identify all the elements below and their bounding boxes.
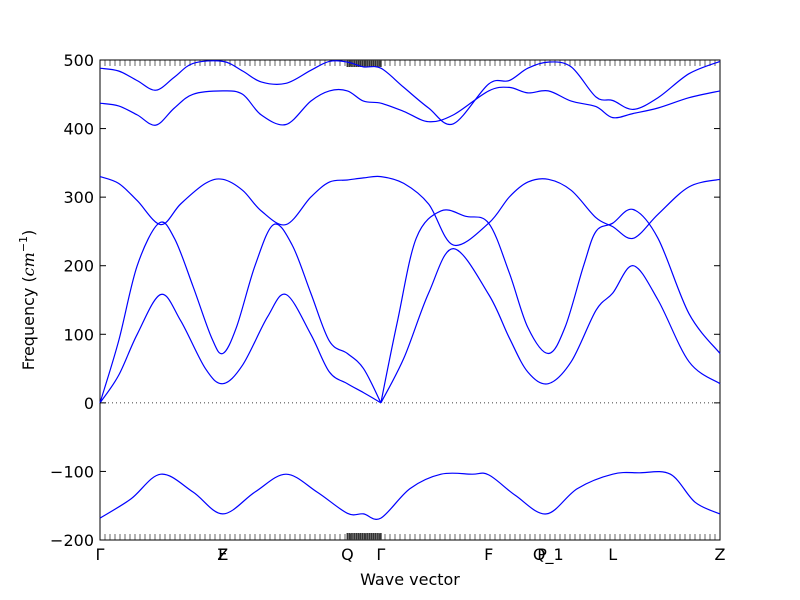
x-tick-label: P [537, 545, 547, 564]
y-tick-label: 400 [63, 120, 94, 139]
x-tick-label: Γ [96, 545, 105, 564]
x-tick-label: Z [715, 545, 726, 564]
y-tick-label: −100 [50, 462, 94, 481]
y-ticks: −200 −100 0 100 200 300 400 500 [50, 51, 720, 550]
y-axis-title-exponent: −1 [17, 236, 30, 252]
y-tick-label: 500 [63, 51, 94, 70]
y-axis-title-close: ) [19, 230, 38, 236]
y-axis-title: Frequency (cm−1) [17, 230, 38, 371]
plot-frame [99, 59, 721, 541]
y-tick-label: 300 [63, 188, 94, 207]
dispersion-bands [99, 60, 721, 520]
x-tick-label: F [218, 545, 227, 564]
y-tick-label: 100 [63, 325, 94, 344]
x-tick-label: F [484, 545, 493, 564]
band-line [380, 208, 721, 404]
band-line [380, 247, 721, 404]
band-line [99, 293, 382, 404]
band-line [99, 471, 721, 520]
y-axis-title-unit: cm [19, 252, 38, 276]
x-tick-label: Q [341, 545, 354, 564]
x-tick-label: Z [217, 545, 228, 564]
x-axis-title: Wave vector [360, 570, 460, 589]
band-line [99, 60, 721, 126]
y-tick-label: 0 [84, 394, 94, 413]
y-tick-label: 200 [63, 257, 94, 276]
x-tick-label: L [608, 545, 617, 564]
band-line [99, 86, 721, 126]
band-line [99, 175, 721, 247]
x-tick-label: Q_1 [533, 545, 564, 565]
x-tick-label: Γ [376, 545, 385, 564]
x-ticks: Γ FZ Q Γ F PQ_1 L Z [96, 545, 726, 565]
y-tick-label: −200 [50, 531, 94, 550]
band-line [99, 221, 382, 404]
dense-tick-marks [99, 60, 721, 540]
y-axis-title-text: Frequency ( [19, 276, 38, 370]
